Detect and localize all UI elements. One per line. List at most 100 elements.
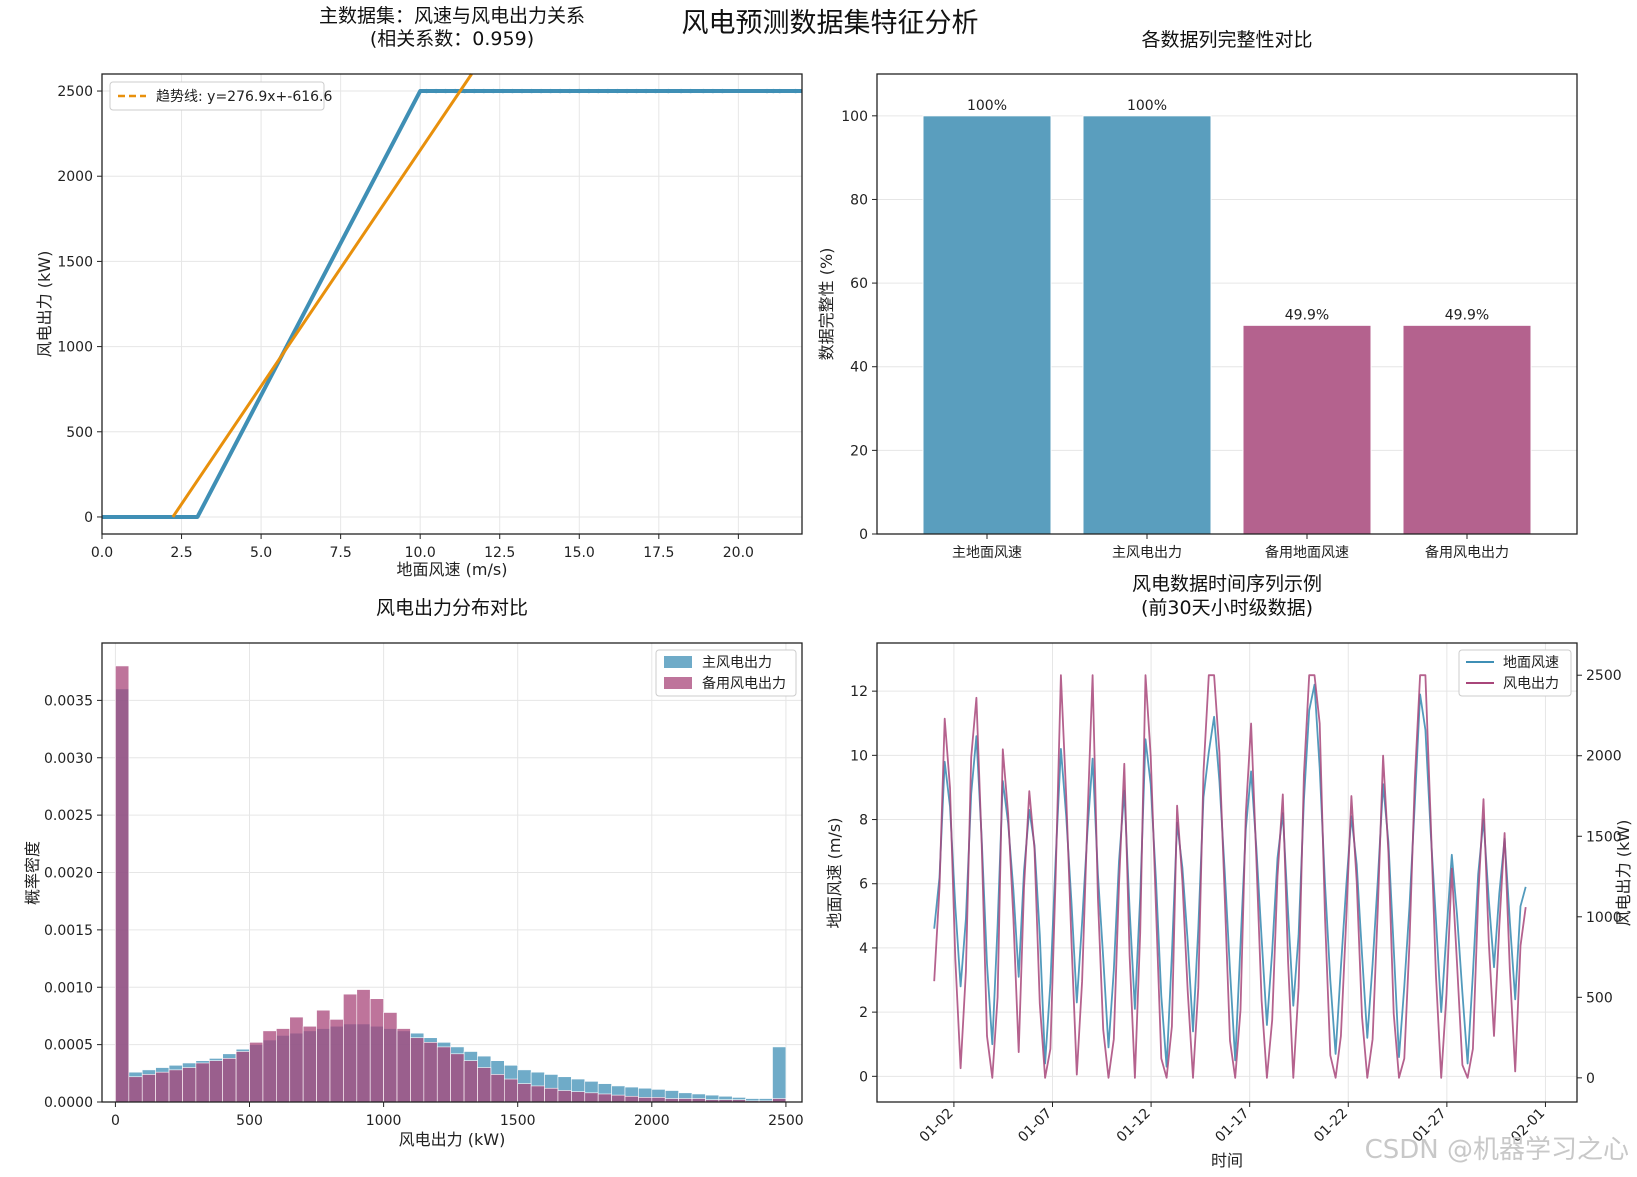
backup-power-hist-bar: [396, 1028, 411, 1103]
backup-power-hist-bar: [356, 989, 371, 1103]
histogram-xtick-label: 2500: [768, 1113, 804, 1129]
backup-power-hist-bar: [611, 1094, 626, 1103]
saturated-point: [433, 88, 439, 94]
scatter-xtick-label: 12.5: [484, 545, 515, 561]
completeness-xtick-label: 备用风电出力: [1425, 544, 1509, 561]
timeseries-right-ytick-label: 2000: [1586, 749, 1622, 765]
backup-power-hist-bar: [517, 1083, 532, 1103]
timeseries-ylabel-right: 风电出力 (kW): [1614, 820, 1633, 927]
backup-power-hist-bar: [289, 1016, 304, 1103]
backup-power-hist-bar: [450, 1053, 465, 1103]
scatter-xtick-label: 0.0: [91, 545, 113, 561]
completeness-bar: [1242, 324, 1372, 535]
backup-power-hist-bar: [262, 1030, 277, 1103]
timeseries-left-ytick-label: 10: [850, 748, 868, 764]
legend-label-wind-speed: 地面风速: [1503, 655, 1559, 671]
saturated-point: [586, 88, 592, 94]
backup-power-hist-bar: [168, 1069, 183, 1103]
saturated-point: [538, 88, 544, 94]
timeseries-legend: 地面风速 风电出力: [1458, 649, 1572, 697]
scatter-marks: [102, 73, 802, 519]
completeness-ylabel: 数据完整性 (%): [817, 248, 836, 361]
completeness-bars: 100% 100% 49.9% 49.9%: [922, 98, 1532, 535]
backup-power-hist-bar: [477, 1067, 492, 1103]
saturated-point: [605, 88, 611, 94]
completeness-title: 各数据列完整性对比: [1141, 29, 1312, 51]
scatter-xtick-label: 10.0: [405, 545, 436, 561]
timeseries-left-ytick-label: 6: [859, 877, 868, 893]
timeseries-lines: [933, 674, 1527, 1079]
backup-power-hist-bar: [410, 1037, 425, 1103]
backup-power-hist-bar: [638, 1097, 653, 1103]
scatter-grid: [101, 74, 802, 534]
scatter-title-line2: (相关系数：0.959): [370, 28, 534, 50]
scatter-title-line1: 主数据集：风速与风电出力关系: [319, 5, 585, 27]
saturated-point: [793, 88, 798, 94]
saturated-point: [452, 88, 458, 94]
completeness-bar-value-label: 100%: [967, 98, 1007, 114]
histogram-xtick-label: 1000: [366, 1113, 402, 1129]
scatter-axes-frame: [101, 73, 803, 535]
timeseries-title-line1: 风电数据时间序列示例: [1132, 573, 1322, 595]
scatter-ytick-label: 0: [84, 510, 93, 526]
saturated-point: [720, 88, 725, 94]
legend-label-main-power: 主风电出力: [702, 655, 772, 671]
timeseries-title-line2: (前30天小时级数据): [1141, 597, 1313, 619]
completeness-bar: [1402, 324, 1532, 535]
completeness-bar-value-label: 49.9%: [1285, 307, 1329, 323]
backup-power-hist-bar: [343, 993, 358, 1103]
backup-power-hist-bar: [463, 1060, 478, 1103]
backup-power-hist-bar: [128, 1076, 143, 1103]
legend-label-backup-power: 备用风电出力: [702, 675, 786, 692]
backup-power-hist-bar: [302, 1025, 317, 1103]
panel-histogram: 风电出力分布对比 0.00000.00050.00100.00150.00200…: [23, 597, 804, 1149]
completeness-bar: [1082, 115, 1212, 535]
saturated-point: [615, 88, 620, 94]
completeness-ytick-label: 20: [850, 443, 868, 459]
timeseries-right-ytick-label: 500: [1586, 990, 1613, 1006]
figure-suptitle: 风电预测数据集特征分析: [682, 8, 979, 39]
timeseries-xtick-label: 01-22: [1311, 1106, 1351, 1146]
histogram-ytick-label: 0.0030: [44, 751, 93, 767]
histogram-ytick-label: 0.0015: [44, 923, 93, 939]
histogram-xtick-label: 0: [111, 1113, 120, 1129]
backup-power-hist-bar: [222, 1058, 237, 1103]
histogram-bars: [115, 665, 787, 1103]
histogram-xtick-label: 1500: [500, 1113, 536, 1129]
scatter-ytick-label: 2000: [57, 169, 93, 185]
power-curve-points: [102, 89, 802, 519]
completeness-xtick-label: 主地面风速: [952, 545, 1022, 561]
panel-timeseries: 风电数据时间序列示例 (前30天小时级数据) 0 2 4 6 8 10 12 0 500 1000…: [825, 573, 1633, 1170]
backup-power-hist-bar: [383, 1012, 398, 1103]
saturated-point: [462, 88, 467, 94]
saturated-point: [577, 88, 582, 94]
backup-power-hist-bar: [141, 1074, 156, 1103]
saturated-point: [710, 88, 716, 94]
saturated-point: [491, 88, 496, 94]
saturated-point: [424, 88, 429, 94]
backup-power-hist-bar: [276, 1028, 291, 1103]
timeseries-xtick-label: 01-17: [1212, 1106, 1252, 1146]
saturated-point: [688, 88, 693, 94]
histogram-ticks: 0.0000 0.0005 0.0010 0.0015 0.0020 0.0025 0.00…: [44, 693, 804, 1129]
histogram-ytick-label: 0.0005: [44, 1038, 93, 1054]
histogram-ytick-label: 0.0035: [44, 693, 93, 709]
legend-swatch-backup-power: [664, 677, 692, 689]
backup-power-hist-bar: [490, 1074, 505, 1103]
scatter-ylabel: 风电出力 (kW): [35, 251, 54, 358]
saturated-point: [701, 88, 706, 94]
backup-power-hist-bar: [208, 1060, 223, 1103]
histogram-xtick-label: 500: [236, 1113, 263, 1129]
trend-legend-label: 趋势线: y=276.9x+-616.6: [156, 89, 333, 105]
backup-power-hist-bar: [316, 1009, 331, 1103]
timeseries-xtick-label: 01-07: [1015, 1106, 1055, 1146]
timeseries-xtick-label: 01-12: [1114, 1106, 1154, 1146]
timeseries-left-ytick-label: 0: [859, 1069, 868, 1085]
saturated-point: [771, 88, 776, 94]
timeseries-left-ytick-label: 12: [850, 684, 868, 700]
backup-power-hist-bar: [624, 1095, 639, 1103]
timeseries-xtick-label: 01-02: [917, 1106, 957, 1146]
completeness-ytick-label: 100: [841, 109, 868, 125]
saturated-point: [557, 88, 563, 94]
backup-power-hist-bar: [155, 1071, 170, 1103]
